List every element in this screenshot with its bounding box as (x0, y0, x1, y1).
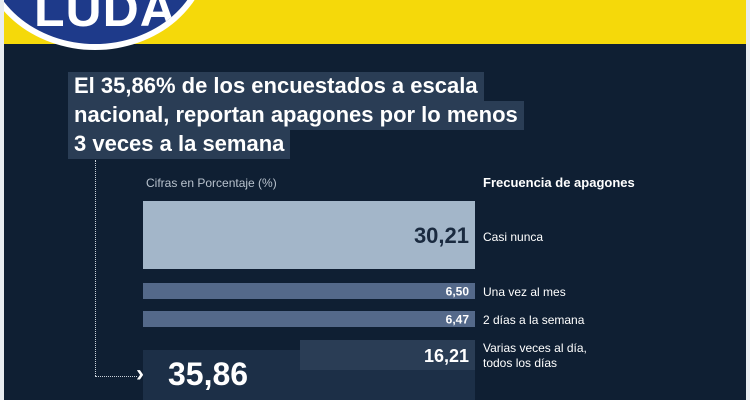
bar-value-label: 6,47 (446, 312, 470, 326)
bar (143, 201, 475, 269)
total-value: 35,86 (168, 356, 249, 392)
bar-value-label: 6,50 (446, 284, 470, 298)
chart-subtitle: Cifras en Porcentaje (%) (146, 176, 277, 190)
headline-line-1: El 35,86% de los encuestados a escala (68, 72, 524, 101)
category-label: Varias veces al día, (483, 341, 587, 355)
bar-group: 16,21 Varias veces al día,todos los días (143, 340, 587, 400)
category-label: Casi nunca (483, 230, 543, 244)
category-label: 2 días a la semana (483, 313, 585, 327)
bar-value-label: 30,21 (414, 223, 469, 248)
connector-line (95, 160, 96, 376)
connector-line-horizontal (95, 376, 137, 377)
bar-value-band (300, 340, 475, 370)
bar-value-label: 16,21 (424, 346, 469, 366)
right-border (746, 0, 750, 400)
headline-line-3: 3 veces a la semana (68, 130, 524, 159)
category-label: todos los días (483, 356, 557, 370)
headline: El 35,86% de los encuestados a escala na… (68, 72, 524, 159)
bar (143, 311, 475, 327)
bar-group: 6,47 2 días a la semana (143, 311, 585, 327)
left-border (0, 0, 4, 400)
headline-line-2: nacional, reportan apagones por lo menos (68, 101, 524, 130)
bar-group: 6,50 Una vez al mes (143, 283, 566, 299)
logo-text: LUDA (34, 0, 177, 37)
bar-group: 30,21 Casi nunca (143, 201, 543, 269)
category-label: Una vez al mes (483, 285, 566, 299)
bar (143, 283, 475, 299)
legend-title: Frecuencia de apagones (483, 175, 635, 190)
arrow-right-icon: › (136, 360, 144, 387)
